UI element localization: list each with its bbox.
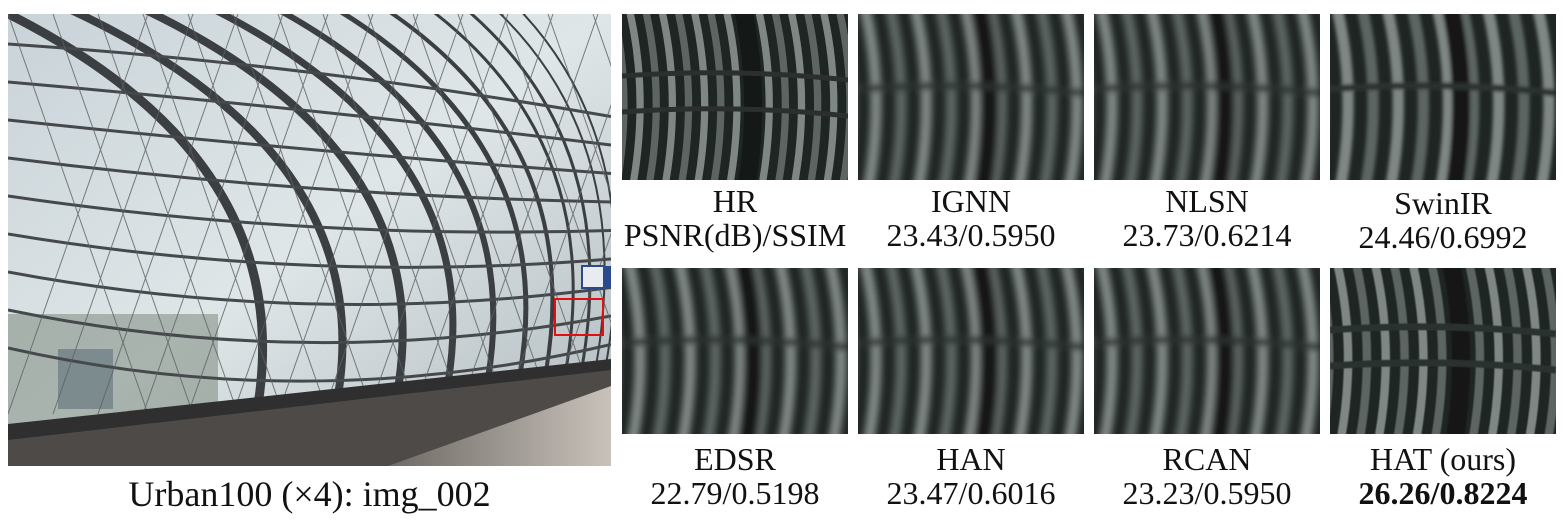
method-name: RCAN (1162, 441, 1252, 477)
method-name: SwinIR (1394, 185, 1492, 221)
method-score: PSNR(dB)/SSIM (623, 217, 847, 253)
label-swinir: SwinIR 24.46/0.6992 (1330, 186, 1556, 254)
method-name: HR (712, 183, 758, 219)
label-hat: HAT (ours) 26.26/0.8224 (1330, 442, 1556, 510)
method-name: HAT (ours) (1369, 441, 1517, 477)
crop-ignn (858, 14, 1084, 180)
method-name: NLSN (1165, 183, 1249, 219)
label-han: HAN 23.47/0.6016 (858, 442, 1084, 510)
method-name: HAN (936, 441, 1006, 477)
crop-han (858, 268, 1084, 434)
label-rcan: RCAN 23.23/0.5950 (1094, 442, 1320, 510)
crop-hr (622, 14, 848, 180)
main-image (8, 14, 611, 466)
method-name: EDSR (694, 441, 776, 477)
label-hr: HR PSNR(dB)/SSIM (612, 184, 858, 252)
method-score: 23.43/0.5950 (886, 217, 1056, 253)
crop-hat (1330, 268, 1556, 434)
label-edsr: EDSR 22.79/0.5198 (622, 442, 848, 510)
label-nlsn: NLSN 23.73/0.6214 (1094, 184, 1320, 252)
method-score: 23.47/0.6016 (886, 475, 1056, 511)
method-score: 26.26/0.8224 (1358, 475, 1528, 511)
method-score: 22.79/0.5198 (650, 475, 820, 511)
main-image-caption: Urban100 (×4): img_002 (128, 474, 491, 514)
method-score: 23.23/0.5950 (1122, 475, 1292, 511)
method-name: IGNN (931, 183, 1011, 219)
crop-swinir (1330, 14, 1556, 180)
crop-rcan (1094, 268, 1320, 434)
label-ignn: IGNN 23.43/0.5950 (858, 184, 1084, 252)
method-score: 23.73/0.6214 (1122, 217, 1292, 253)
method-score: 24.46/0.6992 (1358, 219, 1528, 255)
crop-edsr (622, 268, 848, 434)
highlight-box (554, 298, 604, 336)
crop-nlsn (1094, 14, 1320, 180)
